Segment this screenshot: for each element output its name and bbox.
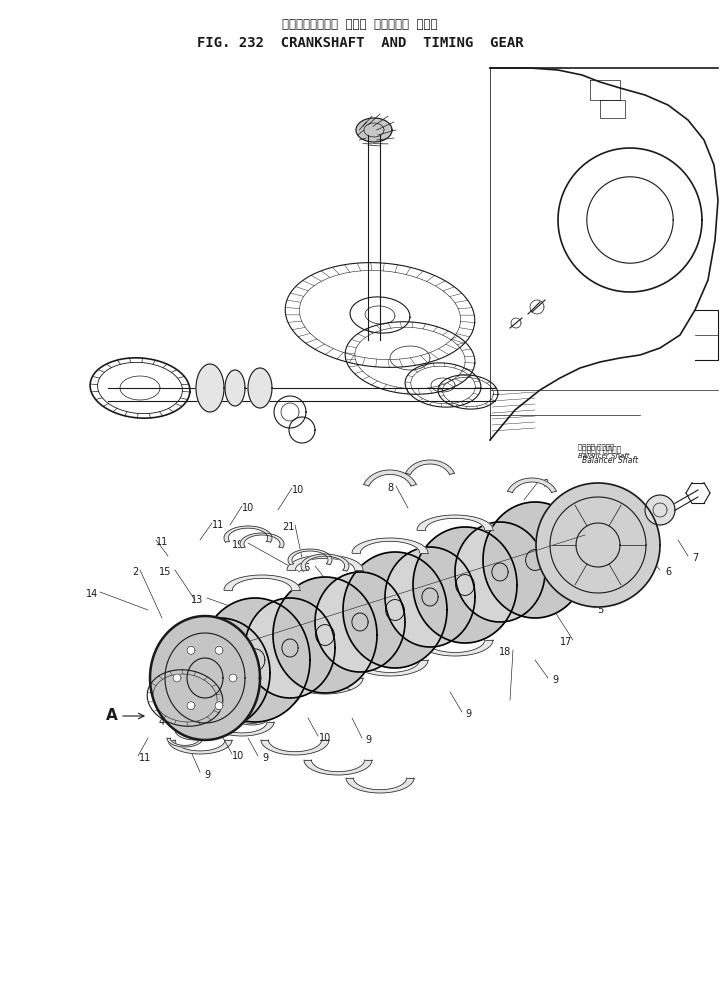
Text: 8: 8 — [387, 483, 393, 493]
Polygon shape — [234, 716, 270, 725]
Polygon shape — [413, 527, 517, 643]
Text: 17: 17 — [559, 637, 572, 647]
Text: 9: 9 — [204, 770, 210, 780]
Polygon shape — [315, 572, 405, 672]
Polygon shape — [385, 547, 475, 647]
Text: 9: 9 — [552, 675, 558, 685]
Polygon shape — [150, 616, 260, 740]
Polygon shape — [356, 118, 392, 142]
Text: 9: 9 — [365, 735, 371, 745]
Text: 6: 6 — [665, 567, 671, 577]
Polygon shape — [229, 674, 237, 682]
Polygon shape — [536, 483, 660, 607]
Polygon shape — [301, 554, 349, 571]
Polygon shape — [455, 522, 545, 622]
Text: 10: 10 — [242, 503, 254, 513]
Text: 11: 11 — [212, 520, 224, 530]
Polygon shape — [187, 646, 195, 655]
Polygon shape — [170, 618, 270, 728]
Polygon shape — [287, 555, 363, 570]
Polygon shape — [363, 470, 416, 486]
Polygon shape — [167, 738, 203, 747]
Polygon shape — [196, 364, 224, 412]
Polygon shape — [417, 515, 493, 530]
Polygon shape — [645, 495, 675, 525]
Polygon shape — [273, 577, 377, 693]
Text: 9: 9 — [465, 709, 471, 719]
Text: 10: 10 — [319, 733, 331, 743]
Polygon shape — [187, 702, 195, 710]
Polygon shape — [261, 740, 329, 755]
Polygon shape — [352, 538, 428, 553]
Polygon shape — [417, 640, 493, 656]
Text: 10: 10 — [292, 485, 304, 495]
Text: 19: 19 — [232, 540, 244, 550]
Polygon shape — [175, 730, 215, 740]
Polygon shape — [224, 575, 300, 590]
Text: 5: 5 — [597, 605, 603, 615]
Polygon shape — [173, 674, 181, 682]
Polygon shape — [304, 760, 372, 775]
Text: 12: 12 — [262, 643, 274, 653]
Polygon shape — [508, 478, 557, 493]
Polygon shape — [287, 678, 363, 694]
Text: 14: 14 — [86, 589, 98, 599]
Polygon shape — [248, 368, 272, 408]
Text: 11: 11 — [139, 753, 151, 763]
Text: 16: 16 — [299, 563, 311, 573]
Text: 8: 8 — [542, 479, 548, 489]
Polygon shape — [200, 598, 310, 722]
Text: Balancer Shaft: Balancer Shaft — [582, 456, 638, 465]
Text: 18: 18 — [499, 647, 511, 657]
Polygon shape — [215, 702, 223, 710]
Polygon shape — [352, 660, 428, 676]
Polygon shape — [245, 598, 335, 698]
Polygon shape — [224, 695, 300, 711]
Text: 9: 9 — [262, 753, 268, 763]
Polygon shape — [240, 533, 284, 548]
Text: Balancer Shaft: Balancer Shaft — [578, 453, 629, 459]
Text: 2: 2 — [132, 567, 138, 577]
Text: 21: 21 — [282, 522, 294, 532]
Text: 7: 7 — [692, 553, 698, 563]
Polygon shape — [224, 526, 272, 542]
Text: 10: 10 — [232, 751, 244, 761]
Text: 15: 15 — [159, 567, 171, 577]
Text: 1: 1 — [507, 585, 513, 595]
Text: バランサ シャフト: バランサ シャフト — [578, 443, 614, 450]
Polygon shape — [168, 740, 232, 754]
Text: 4: 4 — [159, 717, 165, 727]
Text: 3: 3 — [427, 562, 433, 572]
Polygon shape — [220, 710, 260, 720]
Polygon shape — [483, 502, 587, 618]
Text: A: A — [106, 708, 118, 723]
Polygon shape — [225, 370, 245, 406]
Text: クランクシャフト  および  タイミング  ギヤー: クランクシャフト および タイミング ギヤー — [282, 18, 438, 31]
Polygon shape — [215, 646, 223, 655]
Text: FIG. 232  CRANKSHAFT  AND  TIMING  GEAR: FIG. 232 CRANKSHAFT AND TIMING GEAR — [197, 36, 523, 50]
Polygon shape — [346, 778, 414, 793]
Polygon shape — [406, 460, 454, 475]
Polygon shape — [288, 549, 332, 565]
Text: 13: 13 — [191, 595, 203, 605]
Polygon shape — [343, 552, 447, 668]
Polygon shape — [210, 722, 274, 736]
Text: 20: 20 — [437, 553, 449, 563]
Text: 11: 11 — [156, 537, 168, 547]
Text: バランサ シャフト: バランサ シャフト — [582, 445, 622, 454]
